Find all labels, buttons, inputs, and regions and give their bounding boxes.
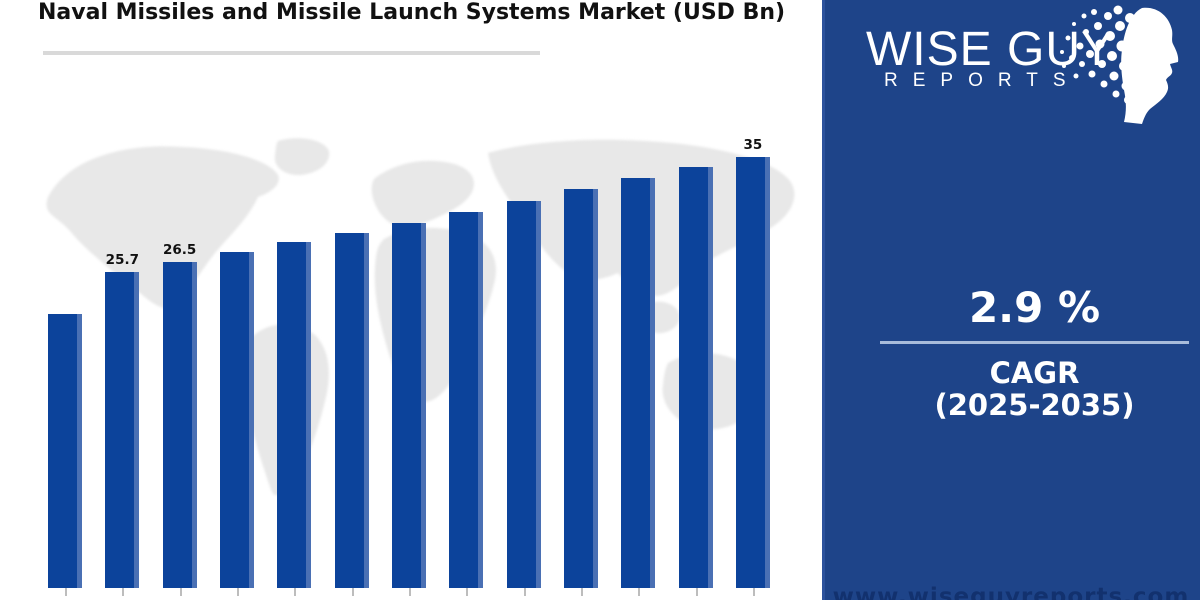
- axis-tick: [65, 588, 67, 596]
- cagr-period: (2025-2035): [934, 388, 1135, 422]
- axis-tick: [236, 588, 239, 596]
- bar-slot: 25.7: [105, 130, 140, 596]
- bar: [219, 252, 254, 588]
- chart-title: Naval Missiles and Missile Launch System…: [38, 0, 786, 25]
- axis-tick: [580, 588, 583, 596]
- bar-slot: [48, 130, 82, 596]
- bar-slot: [449, 130, 484, 596]
- axis-tick: [294, 588, 297, 596]
- bar-slot: 26.5: [162, 130, 197, 596]
- title-underline: [43, 51, 540, 55]
- bar: [735, 157, 770, 588]
- cagr-block: 2.9 % CAGR (2025-2035): [880, 0, 1189, 600]
- brand-logo: WISE GUY REPORTS: [822, 0, 1200, 135]
- cagr-label: CAGR: [989, 356, 1080, 390]
- axis-tick: [523, 588, 526, 596]
- bar-chart: 25.7 26.5 35: [48, 130, 770, 596]
- axis-tick: [408, 588, 411, 596]
- bar-value-label: 35: [743, 137, 763, 153]
- side-panel: WISE GUY REPORTS: [822, 0, 1200, 600]
- bar: [621, 178, 656, 588]
- bar-slot: [678, 130, 713, 596]
- brand-name: WISE GUY: [866, 23, 1115, 76]
- dotted-head-profile-icon: [1060, 5, 1179, 125]
- bar: [678, 167, 713, 588]
- cagr-value: 2.9 %: [968, 283, 1101, 332]
- bar-slot: [334, 130, 369, 596]
- bar: [391, 223, 426, 588]
- bar-value-label: 25.7: [105, 252, 139, 268]
- website-url: www.wiseguyreports.com: [832, 584, 1190, 600]
- bar-slot: [563, 130, 598, 596]
- bar-slot: [506, 130, 541, 596]
- bar: [277, 242, 312, 588]
- axis-tick: [695, 588, 698, 596]
- bar-slot: [219, 130, 254, 596]
- bar-slot: [277, 130, 312, 596]
- axis-tick: [179, 588, 182, 596]
- bar-value-label: 26.5: [163, 242, 197, 258]
- bar: [48, 314, 82, 588]
- bar-slot: [621, 130, 656, 596]
- bar: [449, 212, 484, 588]
- cagr-divider: [880, 341, 1189, 344]
- axis-tick: [752, 588, 755, 596]
- bar: [334, 233, 369, 588]
- bar: [563, 189, 598, 588]
- axis-tick: [638, 588, 641, 596]
- bar-slot: [391, 130, 426, 596]
- axis-tick: [351, 588, 354, 596]
- brand-subname: REPORTS: [884, 70, 1081, 91]
- axis-tick: [466, 588, 469, 596]
- bar-slot: 35: [735, 130, 770, 596]
- bar: [105, 272, 140, 588]
- axis-tick: [122, 588, 125, 596]
- panel-edge: [822, 0, 825, 600]
- bar: [162, 262, 197, 588]
- bar: [506, 201, 541, 588]
